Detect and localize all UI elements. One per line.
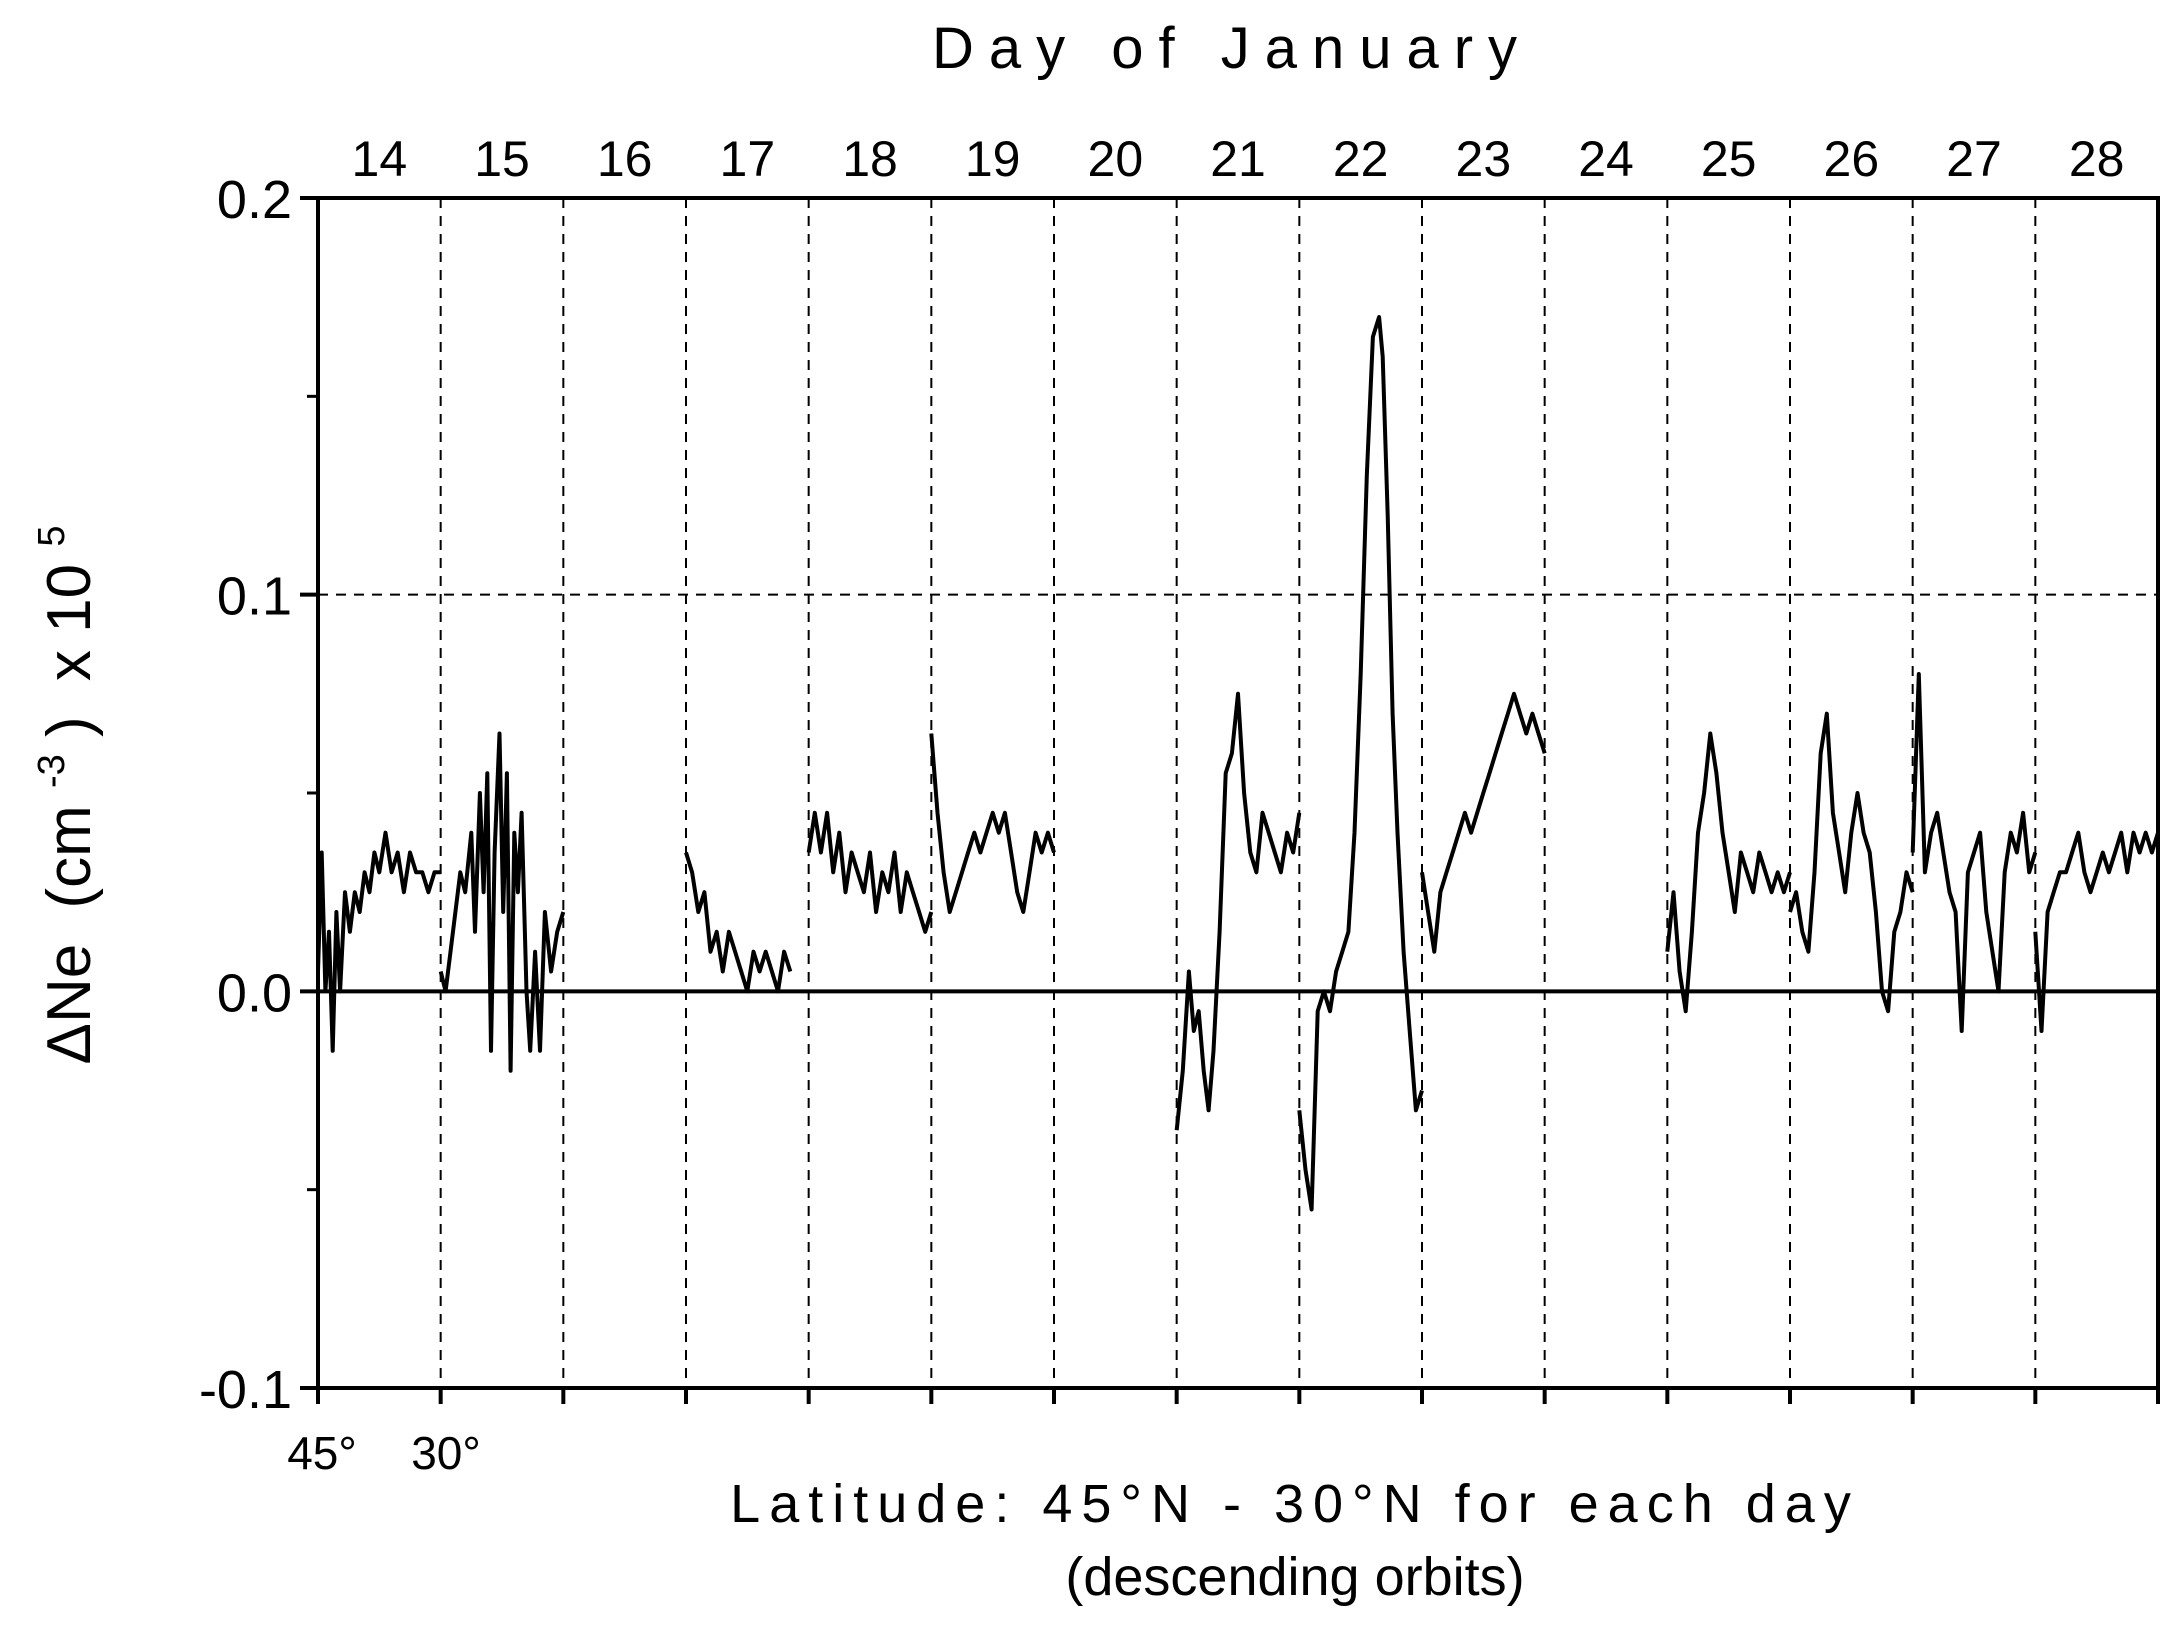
series-line-day-21 [1174, 691, 1302, 1131]
y-axis-label-group: ΔNe (cm -3 ) x 10 5 [9, 526, 104, 1065]
y-axis-ticks: 0.2 0.1 0.0 -0.1 [199, 170, 318, 1420]
series-line-day-23 [1420, 691, 1547, 954]
series-line-day-14 [316, 830, 441, 1053]
series-line-day-28 [2033, 830, 2160, 1033]
top-tick-label: 21 [1210, 131, 1266, 187]
top-tick-label: 24 [1578, 131, 1634, 187]
y-tick-label: -0.1 [199, 1360, 292, 1420]
top-tick-label: 28 [2069, 131, 2125, 187]
series-line-day-22 [1297, 315, 1424, 1212]
series-line-day-26 [1788, 711, 1915, 1014]
top-tick-label: 23 [1456, 131, 1512, 187]
y-tick-label: 0.0 [217, 963, 292, 1023]
top-tick-label: 16 [597, 131, 653, 187]
svg-text:ΔNe (cm -3 ): ΔNe (cm -3 ) x 10 5 [9, 526, 104, 1065]
top-tick-label: 15 [474, 131, 530, 187]
y-axis-label: ΔNe [35, 944, 104, 1065]
series-line-day-25 [1665, 731, 1792, 1014]
chart-title: Day of January [932, 16, 1532, 81]
top-tick-label: 14 [352, 131, 408, 187]
y-axis-units-close: ) [35, 716, 104, 737]
top-axis-ticks: 14 15 16 17 18 19 20 21 22 23 24 25 26 27 28 [316, 131, 2160, 1404]
bottom-tick-label-30: 30° [411, 1427, 481, 1479]
top-tick-label: 17 [720, 131, 776, 187]
y-axis-units-exp: -3 [31, 754, 73, 788]
series-line-day-15 [438, 731, 566, 1073]
y-tick-label: 0.1 [217, 567, 292, 627]
y-axis-scale-exp: 5 [31, 526, 73, 547]
top-tick-label: 27 [1946, 131, 2002, 187]
y-axis-scale: x 10 [35, 564, 104, 681]
series-layer [316, 315, 2160, 1212]
series-line-day-27 [1910, 672, 2038, 1033]
grid-layer [318, 198, 2158, 1388]
top-tick-label: 22 [1333, 131, 1389, 187]
top-tick-label: 19 [965, 131, 1021, 187]
top-tick-label: 26 [1824, 131, 1880, 187]
top-tick-label: 20 [1088, 131, 1144, 187]
x-axis-label: Latitude: 45°N - 30°N for each day [730, 1474, 1860, 1534]
x-axis-sublabel: (descending orbits) [1065, 1547, 1524, 1607]
y-axis-units: (cm [35, 805, 104, 908]
plot-frame [316, 196, 2160, 1390]
y-tick-label: 0.2 [217, 170, 292, 230]
bottom-tick-label-45: 45° [287, 1427, 357, 1479]
series-line-day-17 [684, 851, 793, 994]
top-tick-label: 18 [842, 131, 898, 187]
series-line-day-19 [929, 733, 1056, 914]
top-tick-label: 25 [1701, 131, 1757, 187]
series-line-day-18 [806, 810, 934, 934]
